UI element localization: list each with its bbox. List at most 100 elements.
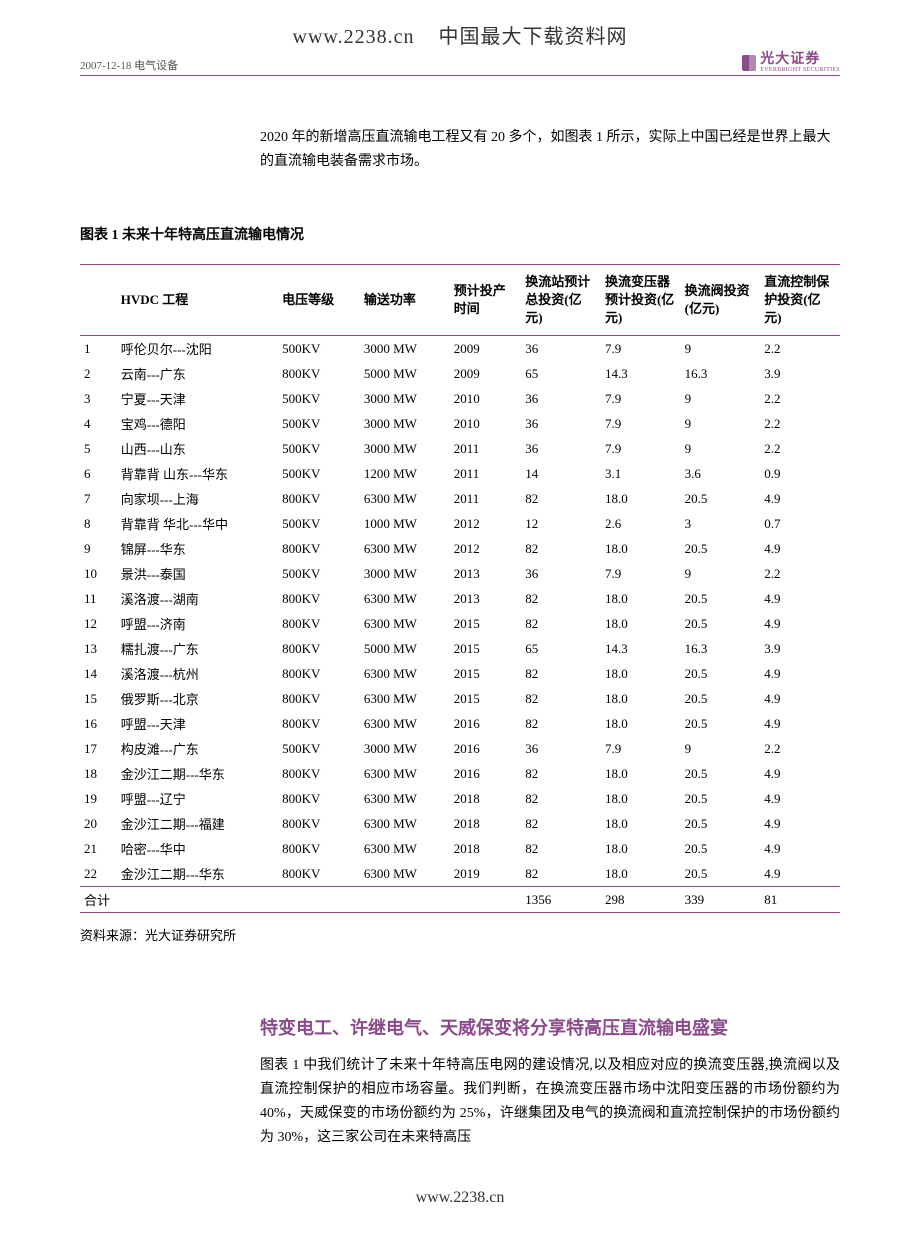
table-cell: 3000 MW (360, 436, 450, 461)
table-cell (450, 887, 522, 913)
table-row: 2云南---广东800KV5000 MW20096514.316.33.9 (80, 361, 840, 386)
footer-url: www.2238.cn (416, 1189, 505, 1206)
table-cell: 16.3 (681, 636, 761, 661)
table-cell: 800KV (278, 636, 360, 661)
section-body: 图表 1 中我们统计了未来十年特高压电网的建设情况,以及相应对应的换流变压器,换… (260, 1054, 840, 1149)
table-cell: 2.2 (760, 336, 840, 362)
table-row: 15俄罗斯---北京800KV6300 MW20158218.020.54.9 (80, 686, 840, 711)
table-cell: 82 (521, 811, 601, 836)
table-cell: 2016 (450, 736, 522, 761)
table-cell: 18.0 (601, 861, 681, 887)
table-cell: 向家坝---上海 (117, 486, 278, 511)
table-row: 9锦屏---华东800KV6300 MW20128218.020.54.9 (80, 536, 840, 561)
table-cell: 6300 MW (360, 686, 450, 711)
table-cell: 6300 MW (360, 536, 450, 561)
table-cell: 2.2 (760, 561, 840, 586)
table-cell: 2015 (450, 686, 522, 711)
table-row: 13糯扎渡---广东800KV5000 MW20156514.316.33.9 (80, 636, 840, 661)
table-cell: 82 (521, 861, 601, 887)
table-cell: 2015 (450, 661, 522, 686)
table-cell: 500KV (278, 511, 360, 536)
table-cell: 16.3 (681, 361, 761, 386)
table-cell: 3000 MW (360, 386, 450, 411)
table-cell: 20.5 (681, 711, 761, 736)
table-cell: 82 (521, 786, 601, 811)
table-cell: 4.9 (760, 536, 840, 561)
table-cell: 3.6 (681, 461, 761, 486)
table-cell: 12 (521, 511, 601, 536)
table-cell: 呼伦贝尔---沈阳 (117, 336, 278, 362)
table-cell: 金沙江二期---华东 (117, 861, 278, 887)
table-cell: 2015 (450, 636, 522, 661)
table-cell: 800KV (278, 486, 360, 511)
table-row: 20金沙江二期---福建800KV6300 MW20188218.020.54.… (80, 811, 840, 836)
table-cell: 8 (80, 511, 117, 536)
table-cell: 呼盟---天津 (117, 711, 278, 736)
table-cell: 36 (521, 386, 601, 411)
table-cell: 18.0 (601, 711, 681, 736)
table-cell: 18.0 (601, 786, 681, 811)
table-cell: 5000 MW (360, 361, 450, 386)
table-cell: 20.5 (681, 586, 761, 611)
table-row: 19呼盟---辽宁800KV6300 MW20188218.020.54.9 (80, 786, 840, 811)
table-cell: 2.2 (760, 411, 840, 436)
header-left: 2007-12-18 电气设备 (80, 57, 178, 73)
table-cell: 9 (681, 736, 761, 761)
th-inv3: 换流阀投资(亿元) (681, 264, 761, 336)
footer: www.2238.cn (80, 1189, 840, 1207)
table-cell: 18.0 (601, 686, 681, 711)
table-cell: 背靠背 山东---华东 (117, 461, 278, 486)
table-cell: 2 (80, 361, 117, 386)
table-cell: 18.0 (601, 586, 681, 611)
table-cell: 糯扎渡---广东 (117, 636, 278, 661)
table-cell: 18.0 (601, 536, 681, 561)
table-cell: 65 (521, 361, 601, 386)
table-cell: 4.9 (760, 611, 840, 636)
table-cell: 18.0 (601, 811, 681, 836)
table-cell: 82 (521, 486, 601, 511)
table-cell: 20.5 (681, 661, 761, 686)
table-cell: 1000 MW (360, 511, 450, 536)
table-cell: 11 (80, 586, 117, 611)
table-cell: 2018 (450, 811, 522, 836)
table-cell: 20.5 (681, 686, 761, 711)
table-cell: 宝鸡---德阳 (117, 411, 278, 436)
table-cell: 7.9 (601, 736, 681, 761)
table-cell: 800KV (278, 811, 360, 836)
table-cell: 2011 (450, 486, 522, 511)
table-cell: 16 (80, 711, 117, 736)
table-cell: 800KV (278, 861, 360, 887)
table-cell: 17 (80, 736, 117, 761)
table-cell: 1356 (521, 887, 601, 913)
table-cell: 65 (521, 636, 601, 661)
table-cell: 金沙江二期---福建 (117, 811, 278, 836)
table-cell: 4.9 (760, 836, 840, 861)
table-cell: 3000 MW (360, 411, 450, 436)
table-cell: 2.2 (760, 386, 840, 411)
table-cell: 2016 (450, 761, 522, 786)
table-cell: 3.9 (760, 361, 840, 386)
table-cell: 800KV (278, 836, 360, 861)
table-cell: 宁夏---天津 (117, 386, 278, 411)
table-cell: 6300 MW (360, 861, 450, 887)
table-cell: 4 (80, 411, 117, 436)
table-row: 16呼盟---天津800KV6300 MW20168218.020.54.9 (80, 711, 840, 736)
table-cell: 2.2 (760, 436, 840, 461)
table-cell: 3.1 (601, 461, 681, 486)
table-cell: 36 (521, 411, 601, 436)
table-cell: 500KV (278, 336, 360, 362)
logo-en: EVERBRIGHT SECURITIES (760, 67, 840, 73)
table-cell: 4.9 (760, 711, 840, 736)
table-cell: 22 (80, 861, 117, 887)
table-cell: 800KV (278, 711, 360, 736)
table-cell: 2015 (450, 611, 522, 636)
table-cell: 4.9 (760, 586, 840, 611)
table-cell: 82 (521, 761, 601, 786)
table-row: 10景洪---泰国500KV3000 MW2013367.992.2 (80, 561, 840, 586)
table-cell: 36 (521, 436, 601, 461)
table-cell: 溪洛渡---杭州 (117, 661, 278, 686)
table-cell: 20.5 (681, 811, 761, 836)
table-cell: 4.9 (760, 786, 840, 811)
table-cell: 3 (681, 511, 761, 536)
table-cell: 800KV (278, 761, 360, 786)
